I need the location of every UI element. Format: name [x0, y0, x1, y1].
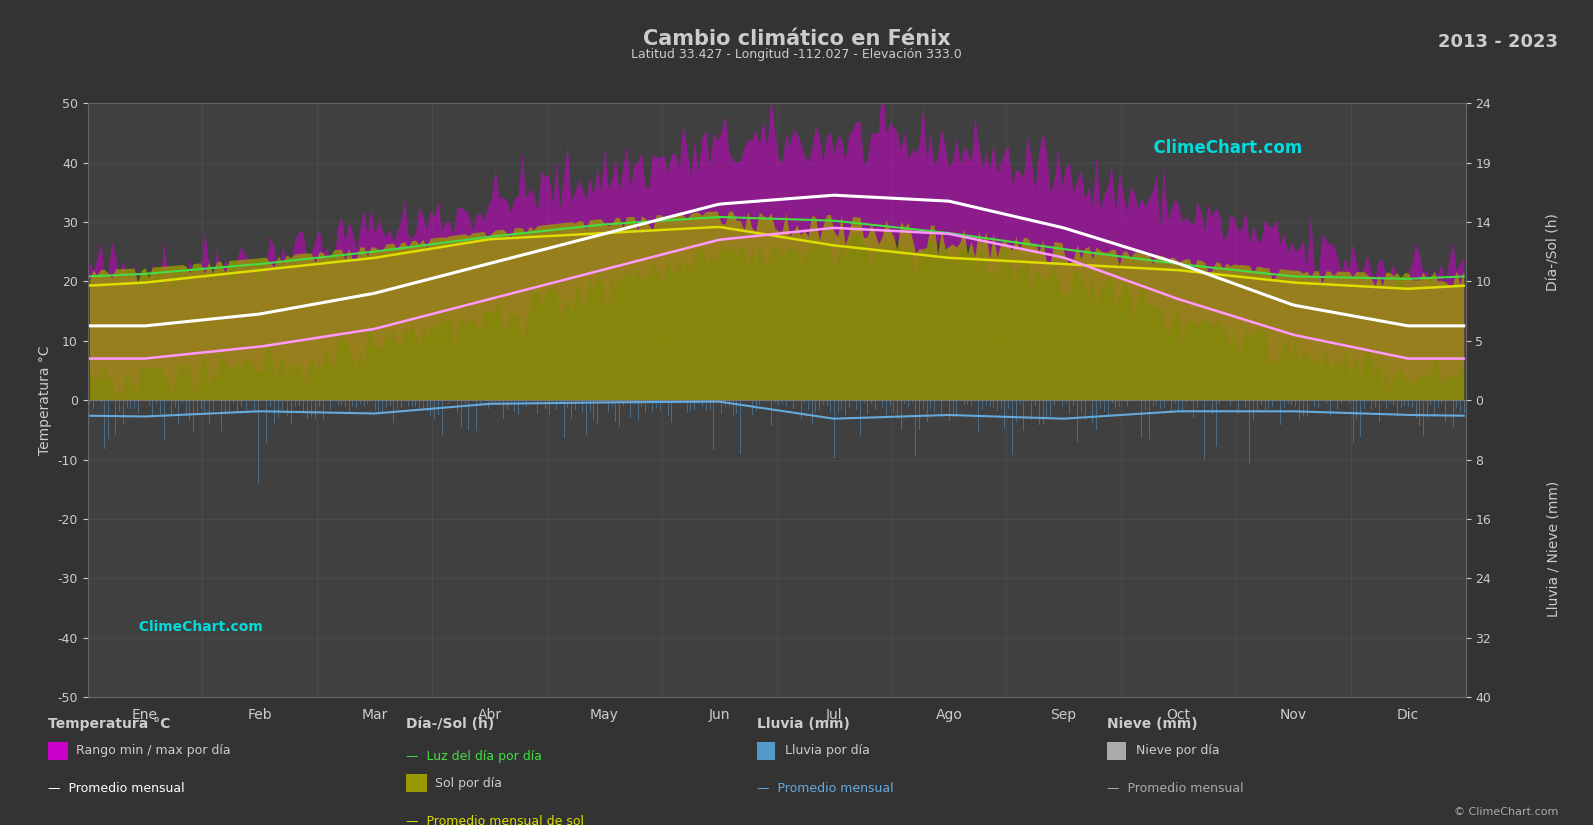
Text: Latitud 33.427 - Longitud -112.027 - Elevación 333.0: Latitud 33.427 - Longitud -112.027 - Ele…: [631, 48, 962, 61]
Text: —  Promedio mensual: — Promedio mensual: [48, 782, 185, 795]
Text: Cambio climático en Fénix: Cambio climático en Fénix: [642, 29, 951, 49]
Text: —  Promedio mensual: — Promedio mensual: [757, 782, 894, 795]
Text: ClimeChart.com: ClimeChart.com: [129, 620, 263, 634]
Text: Lluvia / Nieve (mm): Lluvia / Nieve (mm): [1547, 480, 1560, 617]
Text: —  Promedio mensual de sol: — Promedio mensual de sol: [406, 814, 585, 825]
Text: Temperatura °C: Temperatura °C: [48, 717, 170, 731]
Text: Día-/Sol (h): Día-/Sol (h): [1547, 213, 1560, 290]
Text: Día-/Sol (h): Día-/Sol (h): [406, 717, 494, 731]
Text: ClimeChart.com: ClimeChart.com: [1142, 139, 1301, 157]
Y-axis label: Temperatura °C: Temperatura °C: [38, 346, 53, 455]
Text: Lluvia (mm): Lluvia (mm): [757, 717, 849, 731]
Text: Nieve por día: Nieve por día: [1136, 744, 1219, 757]
Text: Nieve (mm): Nieve (mm): [1107, 717, 1198, 731]
Text: —  Promedio mensual: — Promedio mensual: [1107, 782, 1244, 795]
Text: Sol por día: Sol por día: [435, 777, 502, 790]
Text: 2013 - 2023: 2013 - 2023: [1438, 33, 1558, 51]
Text: Lluvia por día: Lluvia por día: [785, 744, 870, 757]
Text: —  Luz del día por día: — Luz del día por día: [406, 750, 542, 763]
Text: © ClimeChart.com: © ClimeChart.com: [1453, 807, 1558, 817]
Text: Rango min / max por día: Rango min / max por día: [76, 744, 231, 757]
